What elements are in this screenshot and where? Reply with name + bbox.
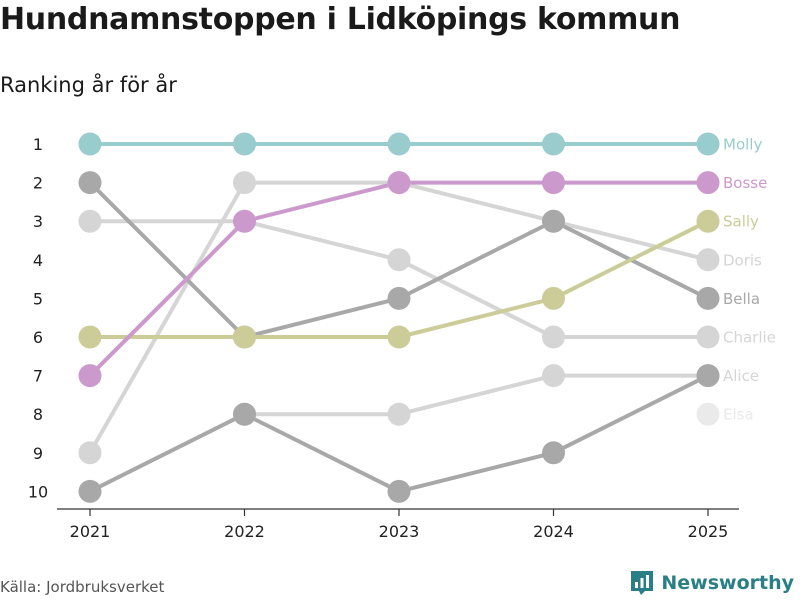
marker-charlie-2021 <box>78 209 102 233</box>
end-label-molly: Molly <box>723 136 762 154</box>
marker-bosse-2024 <box>542 171 565 195</box>
marker-bella-2021 <box>78 171 102 195</box>
marker-bosse-2023 <box>387 171 411 195</box>
series-line-alice-3 <box>242 373 710 417</box>
y-tick-label-10: 10 <box>28 482 48 501</box>
y-tick-label-2: 2 <box>33 174 43 193</box>
marker-doris-2025 <box>696 248 720 272</box>
marker-doris-2022 <box>233 171 256 195</box>
end-label-charlie: Charlie <box>723 329 776 347</box>
marker-elsa-2025 <box>696 402 720 426</box>
x-tick-label-2023: 2023 <box>379 522 420 541</box>
marker-alice-2022 <box>233 402 256 426</box>
newsworthy-logo-icon <box>631 571 654 595</box>
marker-alice-2024 <box>542 364 565 388</box>
newsworthy-logo[interactable]: Newsworthy <box>630 570 794 596</box>
marker-sally-2025 <box>696 209 720 233</box>
series-line-alice-5 <box>88 373 710 494</box>
y-tick-label-9: 9 <box>33 444 43 463</box>
marker-bella-2025 <box>696 286 720 310</box>
marker-alice-2023 <box>387 402 411 426</box>
marker-bosse-2025 <box>696 171 720 195</box>
marker-sally-2022 <box>233 325 256 349</box>
end-label-bella: Bella <box>723 290 760 308</box>
y-tick-label-5: 5 <box>33 289 43 308</box>
brand-name: Newsworthy <box>661 572 794 594</box>
marker-bella-2023 <box>387 286 411 310</box>
end-label-doris: Doris <box>723 251 762 269</box>
marker-charlie-2025 <box>696 325 720 349</box>
end-label-elsa: Elsa <box>723 406 754 424</box>
marker-doris-2021 <box>78 441 102 465</box>
source-note: Källa: Jordbruksverket <box>0 578 165 596</box>
marker-bosse-2021 <box>78 364 102 388</box>
y-tick-label-3: 3 <box>33 212 43 231</box>
marker-molly-2024 <box>542 132 565 156</box>
marker-molly-2021 <box>78 132 102 156</box>
marker-bella-2024 <box>542 209 565 233</box>
end-label-alice: Alice <box>723 367 759 385</box>
chart-title: Hundnamnstoppen i Lidköpings kommun <box>0 2 681 37</box>
x-tick-label-2022: 2022 <box>224 522 265 541</box>
marker-alice-2023 <box>387 479 411 503</box>
marker-alice-2024 <box>542 441 565 465</box>
marker-molly-2022 <box>233 132 256 156</box>
y-tick-label-1: 1 <box>33 135 43 154</box>
y-tick-label-7: 7 <box>33 367 43 386</box>
y-tick-label-6: 6 <box>33 328 43 347</box>
y-tick-label-4: 4 <box>33 251 43 270</box>
x-tick-label-2025: 2025 <box>688 522 729 541</box>
chart-subtitle: Ranking år för år <box>0 73 177 97</box>
end-label-sally: Sally <box>723 213 759 231</box>
marker-sally-2021 <box>78 325 102 349</box>
end-label-bosse: Bosse <box>723 174 767 192</box>
marker-molly-2025 <box>696 132 720 156</box>
x-tick-label-2021: 2021 <box>70 522 111 541</box>
marker-charlie-2024 <box>542 325 565 349</box>
marker-sally-2024 <box>542 286 565 310</box>
y-tick-label-8: 8 <box>33 405 43 424</box>
x-tick-label-2024: 2024 <box>533 522 574 541</box>
marker-charlie-2023 <box>387 248 411 272</box>
marker-bosse-2022 <box>233 209 256 233</box>
marker-sally-2023 <box>387 325 411 349</box>
marker-molly-2023 <box>387 132 411 156</box>
marker-alice-2025 <box>696 364 720 388</box>
marker-alice-2021 <box>78 479 102 503</box>
